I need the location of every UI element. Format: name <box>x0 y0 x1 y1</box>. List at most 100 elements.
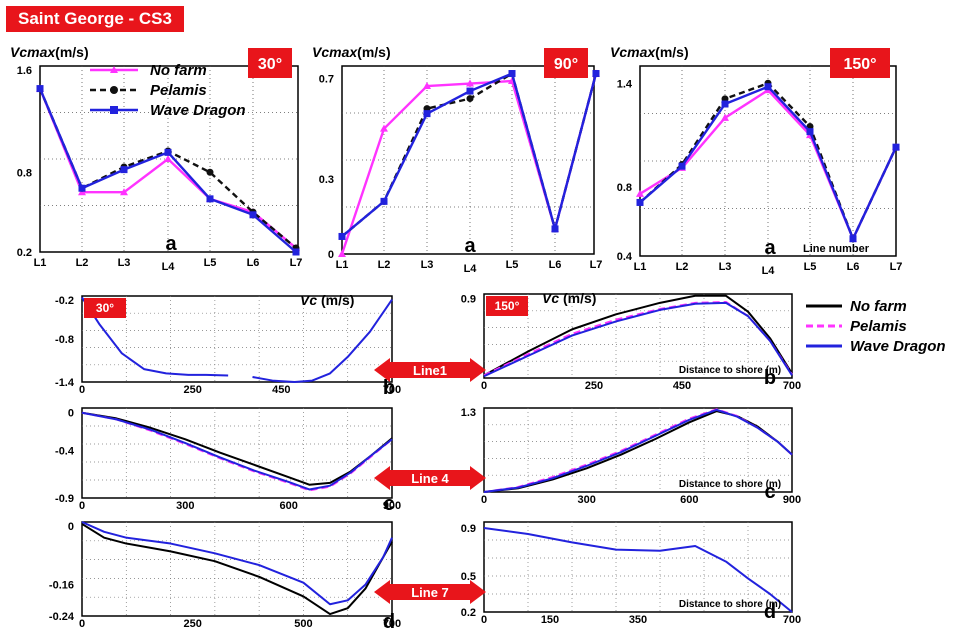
x-tick-label: 0 <box>79 384 85 396</box>
x-tick-label: L3 <box>421 259 434 271</box>
arrow-shape <box>374 580 486 604</box>
angle-badge-label: 150° <box>843 56 876 73</box>
arrow-label: Line1 <box>413 363 447 378</box>
chart-top-150 <box>636 48 900 257</box>
panel-letter: a <box>764 237 776 259</box>
angle-badge <box>248 48 292 78</box>
panel-letter: c <box>764 481 775 503</box>
chart-line1-150 <box>483 293 793 379</box>
y-tick-label: 0.2 <box>461 607 476 619</box>
y-axis-label: Vcmax(m/s) <box>10 44 89 60</box>
x-tick-label: 250 <box>184 618 202 630</box>
angle-badge <box>84 298 126 318</box>
x-tick-label: L4 <box>762 265 776 277</box>
y-axis-label-unit: (m/s) <box>655 44 688 60</box>
x-tick-label: 700 <box>383 618 401 630</box>
legend-label: Pelamis <box>850 318 907 335</box>
chart-top-30 <box>36 48 300 256</box>
angle-badge <box>544 48 588 78</box>
x-tick-label: L7 <box>590 259 603 271</box>
x-tick-label: 250 <box>585 380 603 392</box>
legend-marker <box>110 66 118 73</box>
y-tick-label: 1.3 <box>461 407 476 419</box>
x-tick-label: L5 <box>204 257 217 269</box>
plot-frame <box>483 407 793 493</box>
data-point <box>120 188 128 196</box>
x-tick-label: L7 <box>890 261 903 273</box>
x-axis-label: Line number <box>803 243 870 255</box>
x-tick-label: 0 <box>79 500 85 512</box>
panel-letter: b <box>383 377 395 399</box>
data-point <box>849 235 857 243</box>
x-tick-label: 600 <box>279 500 297 512</box>
x-tick-label: L3 <box>719 261 732 273</box>
x-tick-label: L6 <box>549 259 562 271</box>
y-axis-label-unit: (m/s) <box>55 44 88 60</box>
x-tick-label: L4 <box>464 263 478 275</box>
angle-badge <box>830 48 890 78</box>
series-line <box>81 411 393 491</box>
x-tick-label: 0 <box>481 494 487 506</box>
y-tick-label: 0.2 <box>17 247 32 259</box>
x-tick-label: L1 <box>634 261 647 273</box>
legend-label: Wave Dragon <box>150 102 246 119</box>
angle-badge-label: 30° <box>96 301 114 315</box>
data-point <box>120 166 128 174</box>
x-tick-label: 300 <box>577 494 595 506</box>
x-tick-label: 0 <box>481 380 487 392</box>
x-axis-label: Distance to shore (m) <box>679 599 781 610</box>
chart-line4-30 <box>81 407 393 499</box>
data-point <box>636 198 644 206</box>
series-line <box>483 408 793 493</box>
data-point <box>636 189 644 197</box>
y-tick-label: 0 <box>68 408 74 420</box>
y-axis-label-var: Vcmax <box>10 44 56 60</box>
chart-line7-30 <box>81 521 393 617</box>
y-tick-label: -0.24 <box>49 611 75 623</box>
series-line <box>252 299 393 383</box>
y-axis-label: Vc (m/s) <box>300 292 354 308</box>
data-point <box>508 70 516 78</box>
data-point <box>338 232 346 240</box>
y-tick-label: 0.8 <box>17 167 32 179</box>
legend-label: Pelamis <box>150 82 207 99</box>
y-tick-label: 0.3 <box>319 174 334 186</box>
panel-letter: b <box>764 367 776 389</box>
data-point <box>36 85 44 93</box>
data-point <box>721 113 729 121</box>
x-tick-label: 0 <box>481 614 487 626</box>
data-point <box>423 82 431 90</box>
y-tick-label: 0 <box>328 249 334 261</box>
angle-badge-label: 30° <box>258 56 282 73</box>
data-point <box>206 168 214 176</box>
y-axis-label: Vc (m/s) <box>542 290 596 306</box>
y-axis-label-unit: (m/s) <box>317 292 354 308</box>
x-tick-label: 300 <box>176 500 194 512</box>
x-axis-label: Distance to shore (m) <box>679 479 781 490</box>
y-tick-label: 0.7 <box>319 74 334 86</box>
panel-letter: c <box>383 493 394 515</box>
data-point <box>423 110 431 118</box>
data-point <box>892 143 900 151</box>
y-tick-label: -0.9 <box>55 493 74 505</box>
x-tick-label: 700 <box>783 380 801 392</box>
x-tick-label: L2 <box>76 257 89 269</box>
y-axis-label-var: Vcmax <box>312 44 358 60</box>
data-point <box>164 148 172 156</box>
y-tick-label: -0.8 <box>55 334 74 346</box>
plot-frame <box>81 295 393 383</box>
arrow-label: Line 7 <box>411 585 449 600</box>
x-tick-label: L2 <box>676 261 689 273</box>
x-tick-label: 700 <box>383 384 401 396</box>
panel-letter: a <box>165 233 177 255</box>
x-axis-label: Distance to shore (m) <box>679 365 781 376</box>
arrow-shape <box>374 358 486 382</box>
data-point <box>551 225 559 233</box>
x-tick-label: L5 <box>804 261 817 273</box>
x-tick-label: L5 <box>506 259 519 271</box>
data-point <box>466 87 474 95</box>
legend-label: No farm <box>150 62 207 79</box>
data-point <box>249 211 257 219</box>
page-title: Saint George - CS3 <box>6 6 184 32</box>
x-tick-label: L1 <box>336 259 349 271</box>
